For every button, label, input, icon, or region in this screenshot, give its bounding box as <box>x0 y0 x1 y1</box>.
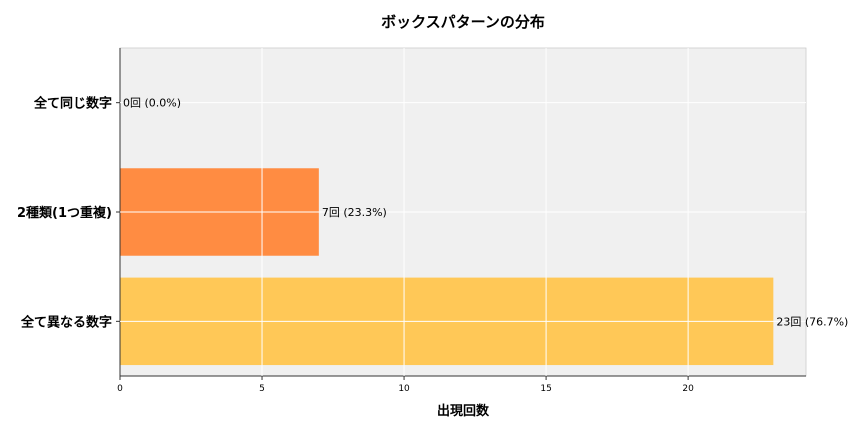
grid-lines <box>120 48 806 376</box>
x-tick-label: 0 <box>117 384 123 394</box>
y-tick-label: 全て同じ数字 <box>33 96 112 112</box>
x-tick-label: 20 <box>682 384 694 394</box>
data-label: 23回 (76.7%) <box>776 315 848 328</box>
x-axis-label: 出現回数 <box>437 403 490 419</box>
data-label: 7回 (23.3%) <box>322 206 387 219</box>
data-label: 0回 (0.0%) <box>123 97 181 110</box>
chart-title: ボックスパターンの分布 <box>381 13 545 31</box>
ticks: 全て同じ数字 2種類(1つ重複) 全て異なる数字 0 5 10 15 20 <box>17 96 694 394</box>
x-tick-label: 15 <box>540 384 551 394</box>
y-tick-label: 全て異なる数字 <box>20 314 112 330</box>
x-tick-label: 5 <box>259 384 265 394</box>
y-tick-label: 2種類(1つ重複) <box>17 205 112 221</box>
x-tick-label: 10 <box>398 384 410 394</box>
